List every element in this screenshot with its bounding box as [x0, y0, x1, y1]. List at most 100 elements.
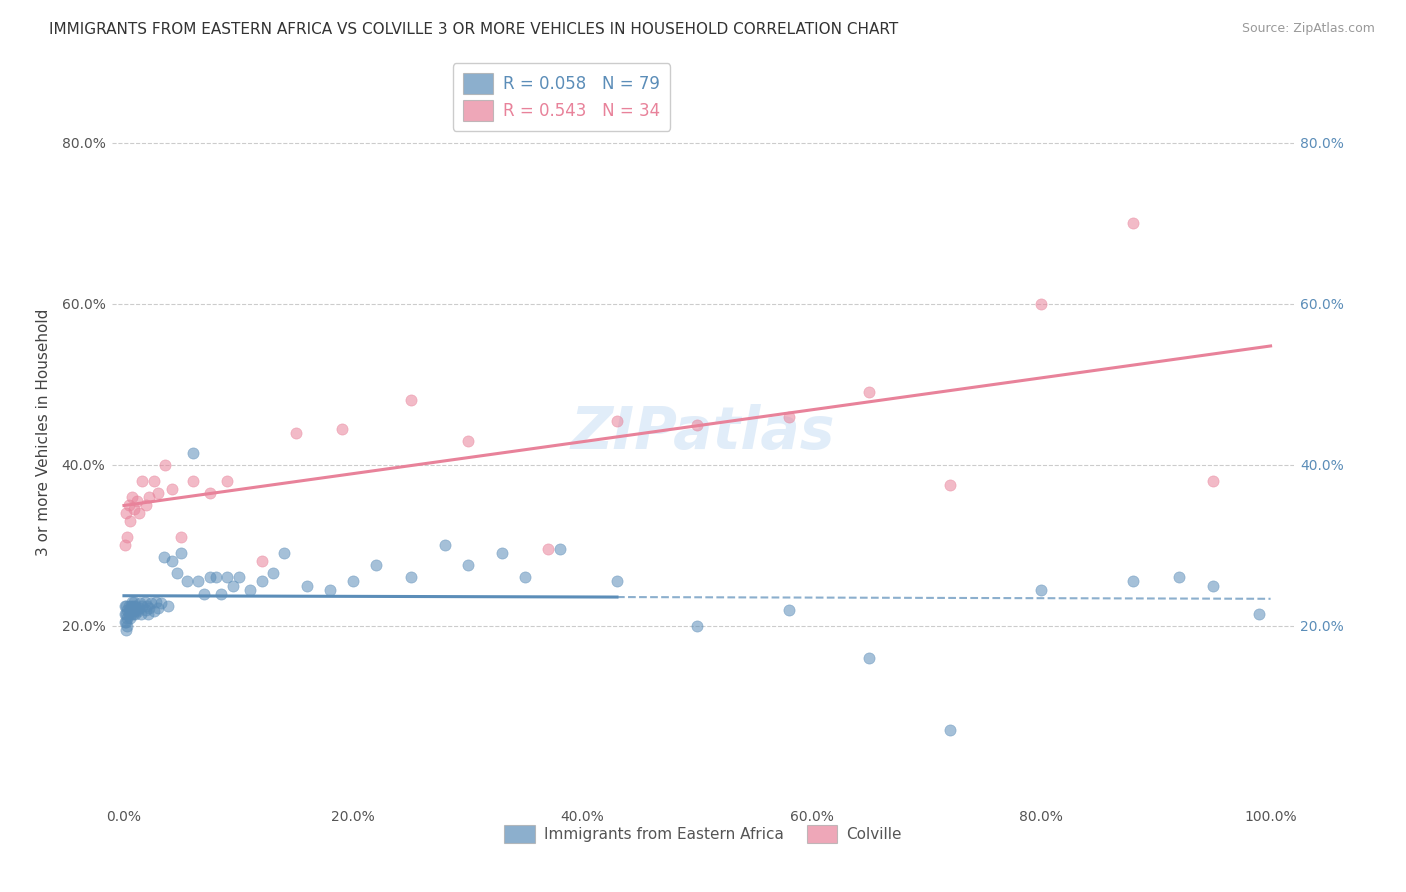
Point — [217, 570, 239, 584]
Point — [115, 599, 138, 613]
Legend: Immigrants from Eastern Africa, Colville: Immigrants from Eastern Africa, Colville — [496, 818, 910, 851]
Point — [114, 607, 136, 621]
Point — [938, 478, 960, 492]
Point — [127, 604, 149, 618]
Point — [434, 538, 457, 552]
Point — [121, 602, 143, 616]
Point — [131, 474, 153, 488]
Point — [114, 538, 136, 552]
Point — [187, 574, 209, 589]
Point — [319, 582, 342, 597]
Text: ZIPatlas: ZIPatlas — [571, 404, 835, 461]
Point — [117, 607, 139, 621]
Point — [115, 506, 138, 520]
Point — [135, 498, 157, 512]
Point — [858, 651, 880, 665]
Point — [115, 615, 138, 629]
Point — [160, 482, 183, 496]
Point — [114, 599, 136, 613]
Point — [209, 586, 232, 600]
Point — [222, 578, 245, 592]
Point — [138, 490, 160, 504]
Point — [129, 607, 152, 621]
Point — [181, 446, 204, 460]
Point — [115, 623, 138, 637]
Point — [122, 607, 145, 621]
Point — [330, 421, 353, 435]
Point — [366, 558, 388, 573]
Point — [858, 385, 880, 400]
Point — [117, 602, 139, 616]
Point — [250, 574, 273, 589]
Point — [1167, 570, 1189, 584]
Point — [125, 494, 148, 508]
Point — [148, 486, 170, 500]
Point — [250, 554, 273, 568]
Point — [117, 599, 139, 613]
Point — [136, 607, 159, 621]
Point — [217, 474, 239, 488]
Point — [155, 458, 177, 472]
Point — [122, 594, 145, 608]
Point — [122, 599, 145, 613]
Point — [117, 610, 139, 624]
Point — [1202, 474, 1225, 488]
Point — [515, 570, 537, 584]
Point — [142, 604, 165, 618]
Point — [1249, 607, 1271, 621]
Point — [121, 490, 143, 504]
Point — [129, 596, 152, 610]
Point — [170, 530, 193, 544]
Point — [193, 586, 215, 600]
Point — [1031, 297, 1053, 311]
Point — [686, 619, 709, 633]
Point — [118, 610, 141, 624]
Point — [124, 599, 146, 613]
Point — [120, 607, 142, 621]
Point — [128, 601, 150, 615]
Point — [138, 601, 160, 615]
Point — [297, 578, 319, 592]
Point — [239, 582, 262, 597]
Point — [176, 574, 198, 589]
Point — [121, 594, 143, 608]
Point — [938, 723, 960, 738]
Point — [118, 514, 141, 528]
Point — [135, 599, 157, 613]
Point — [149, 596, 172, 610]
Point — [148, 601, 170, 615]
Point — [399, 570, 422, 584]
Point — [120, 599, 142, 613]
Point — [128, 506, 150, 520]
Point — [778, 409, 800, 424]
Point — [118, 602, 141, 616]
Point — [537, 542, 560, 557]
Point — [778, 602, 800, 616]
Point — [114, 615, 136, 629]
Point — [122, 602, 145, 616]
Point — [145, 594, 167, 608]
Point — [606, 574, 628, 589]
Point — [198, 486, 221, 500]
Point — [156, 599, 179, 613]
Point — [399, 393, 422, 408]
Point — [548, 542, 571, 557]
Point — [1031, 582, 1053, 597]
Point — [273, 546, 295, 560]
Point — [125, 602, 148, 616]
Point — [284, 425, 307, 440]
Point — [134, 594, 156, 608]
Point — [124, 607, 146, 621]
Point — [457, 434, 479, 448]
Point — [117, 530, 139, 544]
Text: Source: ZipAtlas.com: Source: ZipAtlas.com — [1241, 22, 1375, 36]
Point — [204, 570, 226, 584]
Y-axis label: 3 or more Vehicles in Household: 3 or more Vehicles in Household — [35, 309, 51, 557]
Point — [228, 570, 250, 584]
Point — [1202, 578, 1225, 592]
Text: IMMIGRANTS FROM EASTERN AFRICA VS COLVILLE 3 OR MORE VEHICLES IN HOUSEHOLD CORRE: IMMIGRANTS FROM EASTERN AFRICA VS COLVIL… — [49, 22, 898, 37]
Point — [457, 558, 479, 573]
Point — [141, 596, 163, 610]
Point — [170, 546, 193, 560]
Point — [166, 566, 188, 581]
